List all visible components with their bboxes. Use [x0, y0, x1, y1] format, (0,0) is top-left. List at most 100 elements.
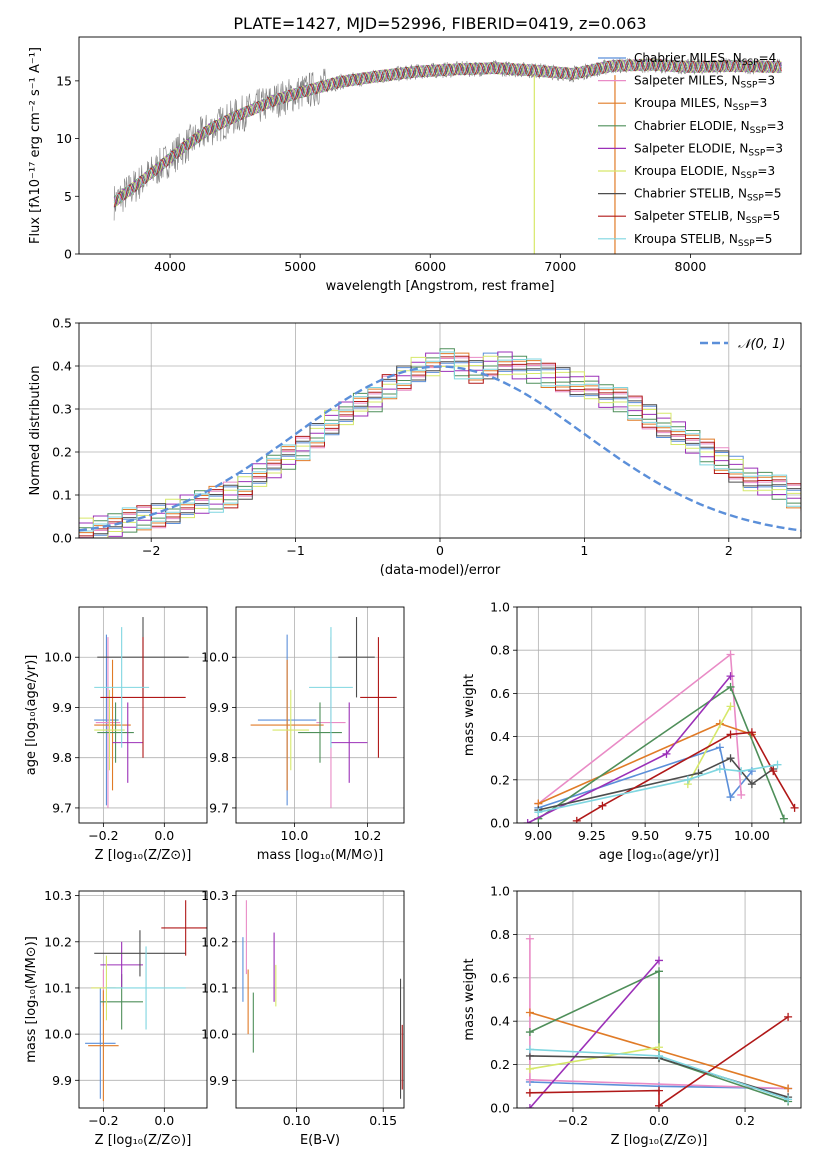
x-axis-label: Z [log₁₀(Z/Z⊙)]: [611, 1133, 708, 1148]
weight-marker: [655, 1051, 663, 1060]
weight-marker: [726, 793, 735, 802]
x-axis-label: wavelength [Angstrom, rest frame]: [326, 279, 555, 294]
y-tick-label: 10.1: [201, 980, 229, 995]
x-tick-label: 0.0: [649, 1113, 669, 1128]
plot-area: [85, 900, 207, 1102]
legend-label-main: Salpeter ELODIE, N: [634, 141, 748, 155]
y-tick-label: 0: [64, 247, 72, 262]
axes-mass-vs-Z: −0.2 0.0 9.9 10.0 10.1 10.2 10.3 Z [log₁₀(Z/Z⊙)…: [24, 888, 208, 1148]
weight-marker: [790, 803, 799, 812]
y-tick-label: 9.9: [52, 1073, 72, 1088]
y-tick-label: 0.2: [490, 772, 510, 787]
y-axis-label: mass weight: [462, 958, 477, 1040]
weight-line: [529, 1046, 660, 1070]
x-tick-label: −0.2: [88, 1113, 118, 1128]
legend-label-end: =5: [764, 187, 782, 201]
y-tick-label: 9.8: [209, 750, 229, 765]
x-tick-label: 7000: [544, 259, 576, 274]
axes-age-vs-mass: 10.0 10.2 9.7 9.8 9.9 10.0 mass [log₁₀(M/M⊙)]: [201, 606, 405, 863]
weight-marker: [572, 816, 581, 823]
weight-marker: [655, 1101, 663, 1108]
y-axis-label: mass [log₁₀(M/M⊙)]: [24, 936, 39, 1063]
legend-label-sub: SSP: [750, 126, 767, 136]
x-tick-label: 8000: [675, 259, 707, 274]
axes-frame: [78, 890, 208, 1109]
x-tick-label: 9.50: [631, 828, 659, 843]
y-tick-label: 15: [56, 73, 72, 88]
legend-label: Chabrier MILES, NSSP=4: [634, 51, 776, 68]
x-tick-label: 0.0: [154, 1113, 174, 1128]
legend-label: Chabrier STELIB, NSSP=5: [634, 187, 782, 204]
axes-age-vs-Z: −0.2 0.0 9.7 9.8 9.9 10.0 Z [log₁₀(Z/Z⊙)] age […: [24, 606, 208, 863]
weight-marker: [769, 767, 778, 776]
legend-label-main: Chabrier STELIB, N: [634, 187, 747, 201]
y-tick-label: 10: [56, 131, 72, 146]
weight-marker: [726, 682, 735, 691]
y-tick-label: 0.0: [52, 531, 72, 546]
legend-label: Salpeter STELIB, NSSP=5: [634, 209, 780, 226]
legend-label-main: Salpeter STELIB, N: [634, 209, 746, 223]
x-tick-label: 5000: [284, 259, 316, 274]
plot-area: [242, 900, 403, 1099]
y-tick-label: 10.2: [44, 934, 72, 949]
legend-label-sub: SSP: [746, 216, 763, 226]
weight-marker: [525, 1075, 534, 1084]
axes-spectrum: 4000 5000 6000 7000 8000 0 5 10 15 wavelength [An…: [28, 36, 802, 294]
legend-label-sub: SSP: [747, 194, 764, 204]
y-axis-label: Flux [fλ10⁻¹⁷ erg cm⁻² s⁻¹ A⁻¹]: [28, 47, 43, 244]
weight-marker: [683, 775, 692, 784]
legend-label-sub: SSP: [742, 58, 759, 68]
axes-frame: [78, 322, 802, 539]
legend-label-sub: SSP: [748, 148, 765, 158]
weight-marker: [726, 702, 735, 711]
y-tick-label: 10.0: [44, 1027, 72, 1042]
legend-label-end: =3: [757, 74, 775, 88]
legend-label-main: Kroupa ELODIE, N: [634, 164, 741, 178]
axes-weight-vs-Z: −0.2 0.0 0.2 0.0 0.2 0.4 0.6 0.8 1.0 Z [log₁₀(Z/Z…: [462, 884, 802, 1148]
legend-label: Chabrier ELODIE, NSSP=3: [634, 119, 784, 136]
axes-frame: [235, 890, 405, 1109]
axes-frame: [235, 606, 405, 824]
plot-area: [523, 650, 799, 823]
legend-label-main: Chabrier MILES, N: [634, 51, 742, 65]
x-tick-label: 1: [580, 543, 588, 558]
axes-frame: [516, 606, 802, 824]
legend-label: Salpeter MILES, NSSP=3: [634, 74, 775, 91]
y-tick-label: 10.0: [44, 650, 72, 665]
weight-line: [529, 959, 660, 1108]
y-tick-label: 0.4: [490, 1014, 510, 1029]
x-tick-label: −2: [142, 543, 160, 558]
weight-marker: [525, 1064, 534, 1073]
y-tick-label: 0.3: [52, 402, 72, 417]
weight-marker: [655, 967, 663, 976]
y-tick-label: 10.1: [44, 980, 72, 995]
weight-marker: [525, 1008, 534, 1017]
x-tick-label: 0.10: [283, 1113, 311, 1128]
weight-marker: [726, 754, 735, 763]
x-axis-label: Z [log₁₀(Z/Z⊙)]: [95, 1133, 192, 1148]
weight-marker: [655, 1043, 663, 1052]
legend-label-main: Salpeter MILES, N: [634, 74, 741, 88]
histogram-step: [79, 351, 801, 532]
spectrum-model-line: [113, 58, 782, 203]
weight-marker: [784, 1012, 793, 1021]
y-tick-label: 10.3: [201, 888, 229, 903]
legend-label: Kroupa MILES, NSSP=3: [634, 96, 767, 113]
weight-marker: [715, 743, 724, 752]
y-tick-label: 10.0: [201, 1027, 229, 1042]
y-tick-label: 0.0: [490, 816, 510, 831]
weight-marker: [534, 808, 543, 817]
legend-label-sub: SSP: [733, 103, 750, 113]
x-axis-label: age [log₁₀(age/yr)]: [599, 848, 720, 863]
weight-marker: [747, 780, 756, 789]
x-tick-label: 0.15: [369, 1113, 397, 1128]
y-tick-label: 0.2: [490, 1057, 510, 1072]
x-tick-label: 9.00: [524, 828, 552, 843]
weight-marker: [784, 1095, 793, 1104]
y-tick-label: 9.9: [52, 700, 72, 715]
weight-marker: [525, 934, 534, 943]
weight-marker: [525, 1045, 534, 1054]
x-axis-label: E(B-V): [300, 1133, 340, 1148]
x-tick-label: 10.2: [354, 828, 382, 843]
